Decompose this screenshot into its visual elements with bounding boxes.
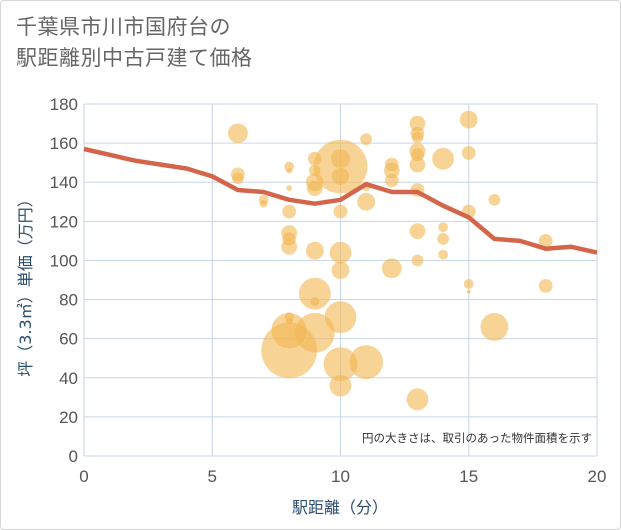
bubble-point: [437, 221, 449, 233]
bubble-point: [331, 167, 350, 186]
bubble-point: [409, 222, 426, 240]
y-tick-label: 120: [50, 212, 78, 231]
bubble-point: [356, 192, 376, 212]
bubble-point: [466, 289, 471, 294]
bubble-point: [538, 278, 553, 294]
y-tick-label: 140: [50, 173, 78, 192]
bubble-point: [410, 147, 425, 163]
bubble-point: [329, 374, 352, 397]
bubble-point: [437, 249, 449, 260]
chart-title: 千葉県市川市国府台の 駅距離別中古戸建て価格: [16, 12, 253, 74]
bubble-point: [307, 151, 323, 167]
trend-line: [83, 146, 598, 255]
y-tick-label: 80: [59, 291, 78, 310]
bubble-point: [480, 312, 509, 342]
bubble-point: [308, 164, 322, 177]
bubble-point: [309, 296, 321, 307]
x-tick-label: 5: [208, 467, 217, 486]
bubble-size-note: 円の大きさは、取引のあった物件面積を示す: [362, 431, 592, 445]
y-tick-label: 180: [50, 95, 78, 114]
bubble-point: [463, 278, 474, 290]
x-tick-label: 0: [79, 467, 88, 486]
bubble-point: [333, 204, 348, 219]
x-tick-label: 20: [588, 467, 607, 486]
y-tick-label: 0: [69, 447, 78, 466]
bubble-point: [324, 300, 357, 334]
x-tick-label: 15: [459, 467, 478, 486]
bubble-point: [431, 147, 455, 171]
bubble-point: [285, 184, 293, 192]
bubble-point: [330, 148, 351, 170]
bubble-point: [406, 388, 429, 411]
bubble-point: [281, 231, 297, 247]
bubble-point: [305, 241, 325, 260]
bubble-point: [411, 254, 424, 267]
y-tick-label: 40: [59, 369, 78, 388]
bubble-point: [459, 110, 478, 129]
bubble-point: [285, 167, 293, 174]
trend-series: [83, 146, 598, 255]
y-axis-label: 坪（3.3㎡）単価（万円）: [16, 191, 35, 376]
y-tick-label: 20: [59, 408, 78, 427]
chart-title-line-1: 千葉県市川市国府台の: [16, 15, 231, 39]
bubble-point: [281, 204, 297, 219]
bubble-point: [384, 157, 400, 172]
y-tick-label: 100: [50, 251, 78, 270]
y-tick-labels: 0 20 40 60 80 100 120 140 160 180: [50, 95, 78, 466]
bubble-point: [348, 344, 384, 380]
bubble-point: [231, 172, 245, 185]
bubble-point: [381, 258, 403, 279]
bubble-point: [284, 316, 294, 326]
x-tick-label: 10: [331, 467, 350, 486]
bubble-point: [436, 232, 450, 246]
bubble-point: [329, 241, 352, 264]
bubble-point: [488, 193, 501, 207]
chart-title-line-2: 駅距離別中古戸建て価格: [16, 46, 253, 70]
bubble-point: [461, 145, 476, 161]
y-tick-label: 60: [59, 330, 78, 349]
bubble-point: [227, 123, 249, 144]
bubble-point: [384, 173, 400, 188]
bubble-point: [411, 130, 424, 144]
bubble-point: [298, 277, 332, 310]
x-axis-label: 駅距離（分）: [292, 498, 388, 517]
bubble-point: [259, 199, 268, 208]
bubble-point: [331, 260, 350, 280]
bubble-point: [306, 179, 324, 197]
x-tick-labels: 0 5 10 15 20: [79, 467, 606, 486]
bubble-point: [359, 132, 373, 146]
bubble-series: [227, 110, 553, 411]
y-tick-label: 160: [50, 134, 78, 153]
